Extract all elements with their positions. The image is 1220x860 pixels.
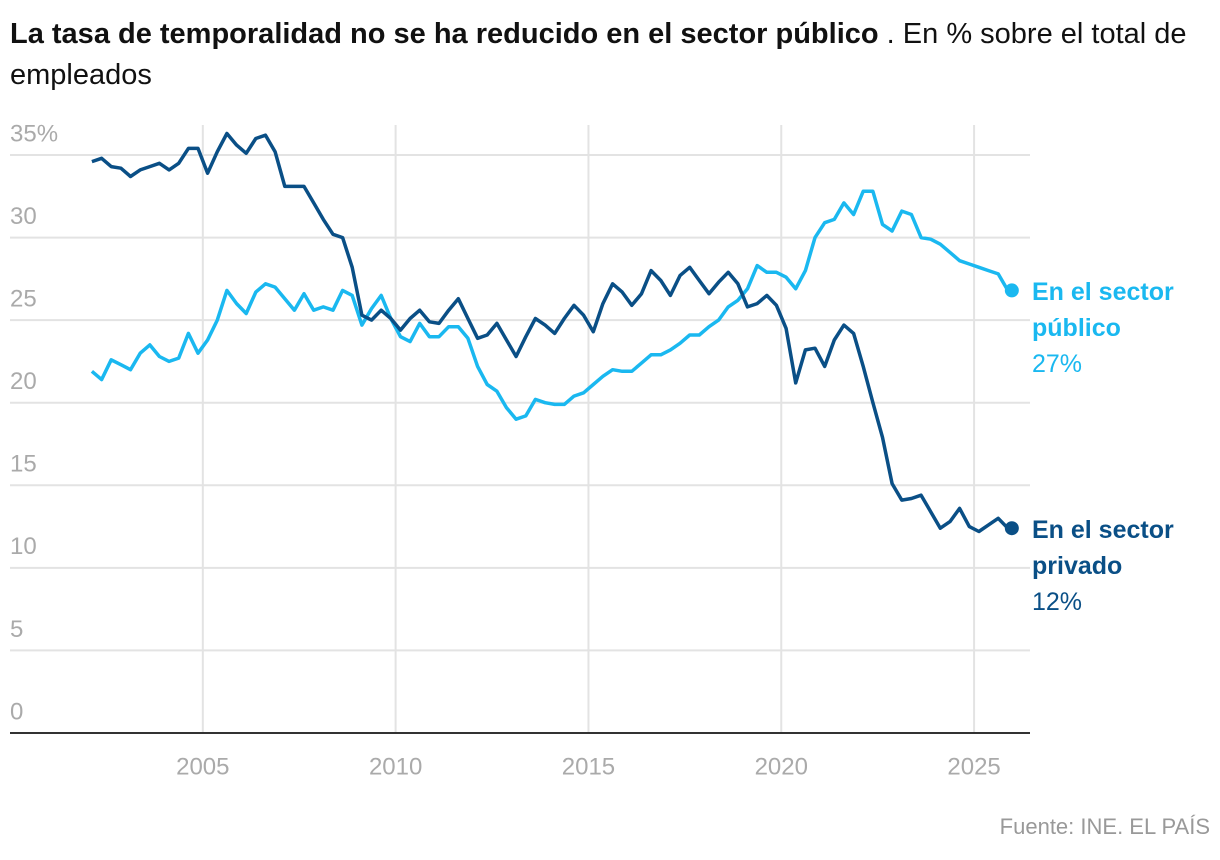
x-tick-label: 2020 (755, 753, 808, 780)
series-label: En el sector privado 12% (1032, 512, 1217, 620)
y-tick-label: 35% (10, 120, 58, 147)
x-tick-label: 2015 (562, 753, 615, 780)
end-dot (1004, 283, 1019, 298)
header: La tasa de temporalidad no se ha reducid… (10, 14, 1200, 96)
y-tick-label: 30 (10, 203, 37, 230)
value-label: 27% (1032, 350, 1083, 379)
source: Fuente: INE. EL PAÍS (999, 814, 1210, 839)
y-tick-label: 5 (10, 616, 23, 643)
series-line (91, 131, 1010, 534)
legend-entry: En el sector privado (1032, 516, 1174, 581)
x-tick-label: 2005 (176, 753, 229, 780)
chart-subtitle: . En % sobre el total de empleados (10, 18, 1187, 91)
end-dot (1004, 521, 1019, 536)
series-line (90, 189, 1010, 421)
series-label: En el sector público 27% (1032, 274, 1217, 382)
y-tick-label: 20 (10, 368, 37, 395)
y-tick-label: 15 (10, 451, 37, 478)
x-tick-label: 2025 (947, 753, 1000, 780)
chart-title: La tasa de temporalidad no se ha reducid… (10, 18, 879, 50)
y-tick-label: 0 (10, 698, 23, 725)
x-tick-label: 2010 (369, 753, 422, 780)
y-tick-label: 10 (10, 533, 37, 560)
value-label: 12% (1032, 588, 1083, 617)
legend-entry: En el sector público (1032, 278, 1174, 343)
y-tick-label: 25 (10, 285, 37, 312)
